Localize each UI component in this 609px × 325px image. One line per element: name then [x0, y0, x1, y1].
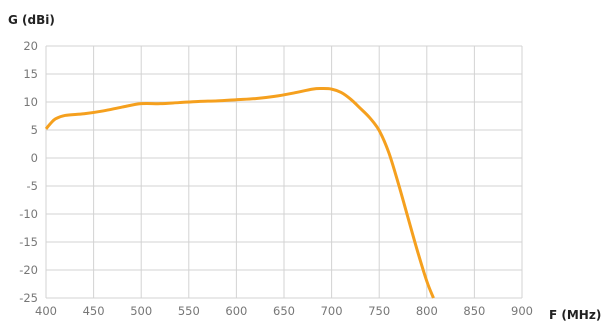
y-tick-label: 10: [23, 95, 38, 109]
y-tick-label: -20: [19, 263, 38, 277]
x-tick-label: 800: [416, 304, 438, 318]
y-tick-label: -25: [19, 291, 38, 305]
y-tick-label: 5: [31, 123, 38, 137]
y-tick-label: 20: [23, 39, 38, 53]
y-tick-label: -15: [19, 235, 38, 249]
x-axis-ticks: 400 450 500 550 600 650 700 750 800 850 900: [35, 304, 533, 318]
gain-series-line: [44, 87, 435, 299]
series-layer: [44, 87, 435, 299]
x-tick-label: 900: [511, 304, 533, 318]
x-tick-label: 850: [463, 304, 485, 318]
x-tick-label: 400: [35, 304, 57, 318]
x-tick-label: 600: [225, 304, 247, 318]
x-tick-label: 700: [321, 304, 343, 318]
y-axis-ticks: 20 15 10 5 0 -5 -10 -15 -20 -25: [19, 39, 38, 305]
x-tick-label: 450: [83, 304, 105, 318]
x-tick-label: 750: [368, 304, 390, 318]
y-tick-label: -10: [19, 207, 38, 221]
y-axis-title: G (dBi): [8, 13, 55, 27]
x-tick-label: 650: [273, 304, 295, 318]
x-tick-label: 500: [130, 304, 152, 318]
y-tick-label: 15: [23, 67, 38, 81]
y-tick-label: -5: [27, 179, 38, 193]
x-tick-label: 550: [178, 304, 200, 318]
x-axis-title: F (MHz): [549, 308, 601, 322]
y-tick-label: 0: [31, 151, 38, 165]
grid: [45, 45, 523, 299]
